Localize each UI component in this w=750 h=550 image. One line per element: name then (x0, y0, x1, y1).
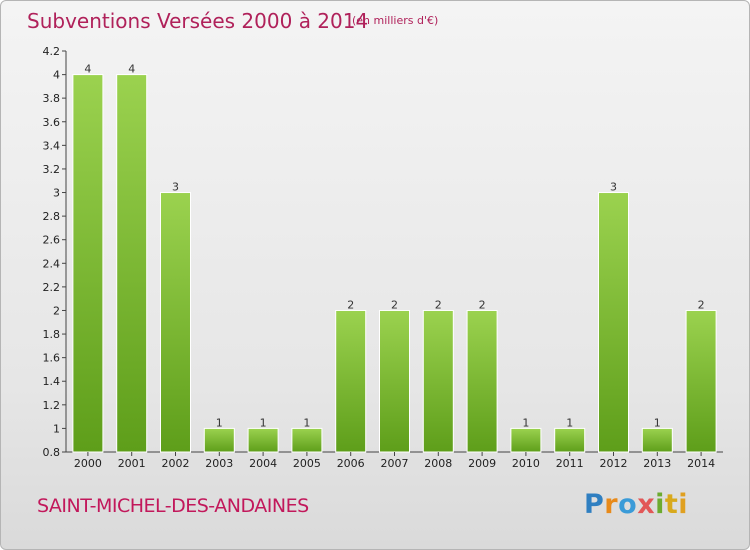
y-tick-label: 2.4 (43, 257, 61, 270)
bar (247, 427, 279, 453)
y-tick-label: 1.4 (43, 375, 61, 388)
bar-value-label: 1 (216, 416, 223, 429)
y-tick-label: 2.2 (43, 281, 61, 294)
x-tick-label: 2006 (337, 457, 365, 470)
bar-value-label: 1 (654, 416, 661, 429)
x-tick-label: 2007 (381, 457, 409, 470)
bar (641, 427, 673, 453)
y-tick-label: 1.8 (43, 328, 61, 341)
x-tick-label: 2000 (74, 457, 102, 470)
y-tick-label: 1 (53, 422, 60, 435)
y-tick-label: 3.6 (43, 116, 61, 129)
bar (72, 74, 104, 453)
x-tick-label: 2011 (556, 457, 584, 470)
bar-value-label: 4 (128, 63, 135, 76)
logo-letter: o (618, 489, 638, 520)
y-tick-label: 2 (53, 304, 60, 317)
bar-value-label: 1 (260, 416, 267, 429)
y-tick-label: 2.6 (43, 234, 61, 247)
bar-value-label: 2 (479, 298, 486, 311)
bar (685, 309, 717, 453)
bar (554, 427, 586, 453)
bar-value-label: 2 (698, 298, 705, 311)
bar (598, 192, 629, 453)
logo-letter: t (664, 489, 679, 520)
bars-group: 4 4 3 1 1 1 2 2 2 2 1 1 3 1 2 (72, 63, 717, 453)
bar-value-label: 4 (84, 63, 91, 76)
y-tick-label: 4.2 (43, 45, 61, 58)
y-tick-label: 4 (53, 69, 60, 82)
bar (335, 309, 367, 453)
bar (466, 309, 498, 453)
bar-value-label: 2 (347, 298, 354, 311)
bar-value-label: 2 (391, 298, 398, 311)
logo-letter: r (604, 489, 619, 520)
chart-title: Subventions Versées 2000 à 2014 (27, 9, 369, 33)
bar-value-label: 1 (566, 416, 573, 429)
bar (422, 309, 454, 453)
bar (291, 427, 323, 453)
y-axis-ticks: 0.8 1 1.2 1.4 1.6 1.8 2 2.2 2.4 2.6 2.8 3 3.2 3.4 3.6 3… (43, 45, 66, 459)
x-tick-label: 2013 (643, 457, 671, 470)
bar (116, 74, 148, 453)
y-tick-label: 0.8 (43, 446, 61, 459)
x-tick-label: 2014 (687, 457, 715, 470)
bar (379, 309, 410, 453)
x-tick-label: 2001 (118, 457, 146, 470)
x-axis-labels: 2000 2001 2002 2003 2004 2005 2006 2007 2008 2009… (74, 452, 715, 470)
bar-value-label: 1 (303, 416, 310, 429)
y-tick-label: 3.2 (43, 163, 61, 176)
x-tick-label: 2008 (424, 457, 452, 470)
bar (510, 427, 542, 453)
bar-value-label: 2 (435, 298, 442, 311)
logo-letter: P (584, 489, 605, 520)
bar-value-label: 3 (610, 181, 617, 194)
bar-value-label: 3 (172, 181, 179, 194)
bar (160, 192, 191, 453)
y-tick-label: 1.2 (43, 399, 61, 412)
bar (203, 427, 235, 453)
logo-letter: i (678, 489, 689, 520)
x-tick-label: 2010 (512, 457, 540, 470)
y-tick-label: 3 (53, 187, 60, 200)
x-tick-label: 2005 (293, 457, 321, 470)
logo-letter: i (655, 489, 665, 520)
chart-subtitle: (en milliers d'€) (352, 14, 439, 27)
y-tick-label: 3.4 (43, 139, 61, 152)
proxiti-logo: Proxiti (584, 489, 688, 520)
y-tick-label: 3.8 (43, 92, 61, 105)
bar-value-label: 1 (522, 416, 529, 429)
logo-letter: x (637, 489, 656, 520)
x-tick-label: 2002 (162, 457, 190, 470)
x-tick-label: 2004 (249, 457, 277, 470)
y-tick-label: 2.8 (43, 210, 61, 223)
x-tick-label: 2003 (205, 457, 233, 470)
x-tick-label: 2009 (468, 457, 496, 470)
y-tick-label: 1.6 (43, 352, 61, 365)
commune-name: SAINT-MICHEL-DES-ANDAINES (37, 495, 309, 517)
x-tick-label: 2012 (600, 457, 628, 470)
